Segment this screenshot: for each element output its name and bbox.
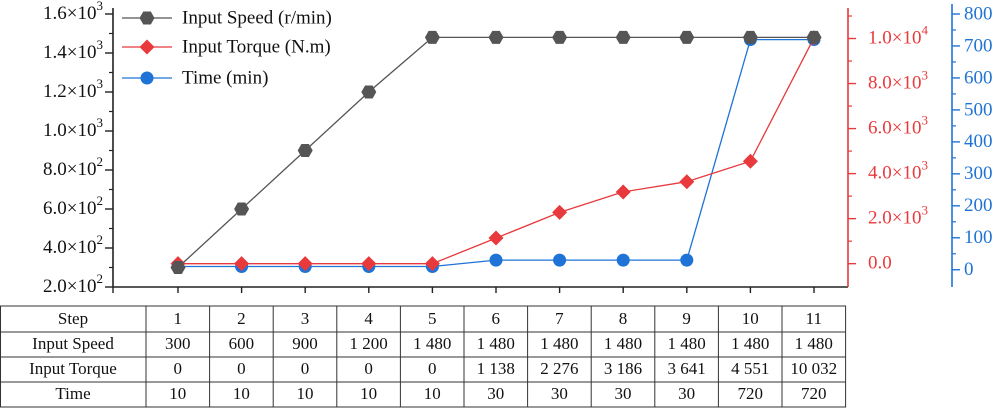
table-cell: 7 xyxy=(555,309,564,328)
table-cell: 10 xyxy=(742,309,759,328)
left-tick-label: 4.0×102 xyxy=(43,232,103,258)
left-tick-label: 1.6×103 xyxy=(43,0,103,24)
left-tick-label: 1.4×103 xyxy=(43,37,103,63)
right2-tick-label: 400 xyxy=(964,131,993,152)
table-cell: 4 xyxy=(364,309,373,328)
legend-entry: Input Torque (N.m) xyxy=(122,36,331,57)
table-cell: 30 xyxy=(678,384,695,403)
table-cell: 11 xyxy=(806,309,822,328)
table-cell: 1 480 xyxy=(731,334,769,353)
table-cell: 10 xyxy=(297,384,314,403)
left-tick-label: 2.0×102 xyxy=(43,271,103,297)
data-point xyxy=(489,31,504,44)
right2-tick-label: 300 xyxy=(964,163,993,184)
table-cell: 1 480 xyxy=(477,334,515,353)
table-cell: 9 xyxy=(682,309,691,328)
table-cell: 300 xyxy=(165,334,191,353)
legend-entry: Time (min) xyxy=(122,67,268,88)
right1-tick-label: 0.0 xyxy=(868,253,892,274)
data-point xyxy=(617,254,630,267)
table-cell: 3 186 xyxy=(604,359,642,378)
legend-label: Input Speed (r/min) xyxy=(182,7,332,28)
data-point xyxy=(490,254,503,267)
table-cell: 10 xyxy=(360,384,377,403)
table-cell: 1 xyxy=(174,309,183,328)
table-cell: 0 xyxy=(301,359,310,378)
data-point xyxy=(616,184,631,199)
table-cell: 900 xyxy=(292,334,318,353)
table-cell: 1 480 xyxy=(795,334,833,353)
right1-tick-label: 1.0×104 xyxy=(868,23,928,49)
table-row-header: Input Torque xyxy=(29,359,117,378)
table-cell: 1 480 xyxy=(413,334,451,353)
table-cell: 3 xyxy=(301,309,310,328)
data-point xyxy=(552,205,567,220)
table-cell: 600 xyxy=(229,334,255,353)
table-cell: 30 xyxy=(551,384,568,403)
chart: 2.0×102 4.0×102 6.0×102 8.0×102 1.0×103 1.2×1… xyxy=(0,0,1007,408)
table-cell: 1 138 xyxy=(477,359,515,378)
right2-tick-label: 0 xyxy=(964,259,974,280)
right2-tick-label: 500 xyxy=(964,99,993,120)
table-row-header: Time xyxy=(55,384,90,403)
left-tick-label: 1.2×103 xyxy=(43,76,103,102)
table-cell: 1 200 xyxy=(349,334,387,353)
data-point xyxy=(680,254,693,267)
table-cell: 10 xyxy=(233,384,250,403)
legend: Input Speed (r/min) Input Torque (N.m) Tim… xyxy=(122,7,332,88)
table-cell: 30 xyxy=(487,384,504,403)
table-cell: 720 xyxy=(737,384,763,403)
legend-label: Input Torque (N.m) xyxy=(182,36,331,57)
table-cell: 0 xyxy=(174,359,183,378)
table-cell: 2 276 xyxy=(540,359,578,378)
table-cell: 1 480 xyxy=(667,334,705,353)
table-cell: 30 xyxy=(615,384,632,403)
table-cell: 1 480 xyxy=(604,334,642,353)
data-point xyxy=(552,31,567,44)
right1-tick-label: 4.0×103 xyxy=(868,158,928,184)
left-tick-label: 8.0×102 xyxy=(43,154,103,180)
left-tick-label: 6.0×102 xyxy=(43,193,103,219)
legend-entry: Input Speed (r/min) xyxy=(122,7,332,28)
legend-marker xyxy=(140,40,155,55)
legend-label: Time (min) xyxy=(182,67,268,88)
table-cell: 6 xyxy=(492,309,501,328)
right1-tick-label: 2.0×103 xyxy=(868,203,928,229)
table-cell: 4 551 xyxy=(731,359,769,378)
left-tick-label: 1.0×103 xyxy=(43,115,103,141)
table-row-header: Input Speed xyxy=(32,334,114,353)
right2-tick-label: 600 xyxy=(964,67,993,88)
data-point xyxy=(679,174,694,189)
data-point xyxy=(489,231,504,246)
table-cell: 10 xyxy=(169,384,186,403)
table-cell: 3 641 xyxy=(667,359,705,378)
table-cell: 2 xyxy=(237,309,246,328)
data-point xyxy=(679,31,694,44)
table-cell: 720 xyxy=(801,384,827,403)
data-point xyxy=(553,254,566,267)
table-cell: 5 xyxy=(428,309,437,328)
data-point xyxy=(616,31,631,44)
table-cell: 0 xyxy=(237,359,246,378)
table-cell: 0 xyxy=(364,359,373,378)
table-cell: 10 xyxy=(424,384,441,403)
right2-tick-label: 100 xyxy=(964,227,993,248)
legend-marker xyxy=(140,12,155,25)
table-cell: 1 480 xyxy=(540,334,578,353)
right2-tick-label: 200 xyxy=(964,195,993,216)
table-cell: 0 xyxy=(428,359,437,378)
table-row-header: Step xyxy=(58,309,88,328)
table-cell: 8 xyxy=(619,309,628,328)
legend-marker xyxy=(141,72,154,85)
right2-tick-label: 700 xyxy=(964,35,993,56)
right1-tick-label: 8.0×103 xyxy=(868,68,928,94)
right2-tick-label: 800 xyxy=(964,3,993,24)
data-point xyxy=(743,154,758,169)
right1-tick-label: 6.0×103 xyxy=(868,113,928,139)
table-cell: 10 032 xyxy=(790,359,837,378)
